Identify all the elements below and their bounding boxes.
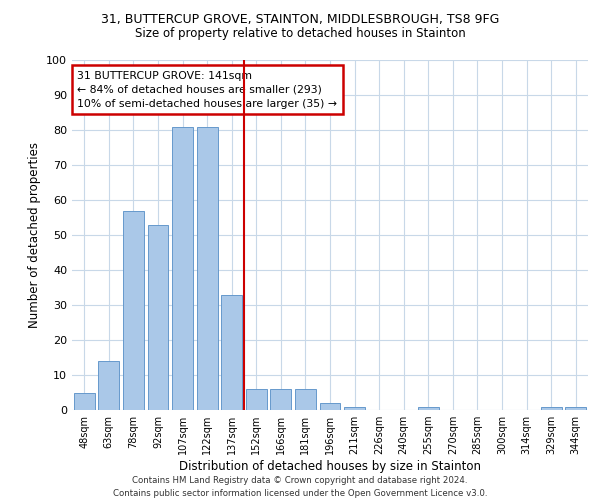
Bar	[74, 392, 95, 410]
Bar	[98, 361, 119, 410]
Bar	[221, 294, 242, 410]
Bar	[123, 210, 144, 410]
Bar	[295, 389, 316, 410]
Bar	[320, 403, 340, 410]
Y-axis label: Number of detached properties: Number of detached properties	[28, 142, 41, 328]
Text: 31, BUTTERCUP GROVE, STAINTON, MIDDLESBROUGH, TS8 9FG: 31, BUTTERCUP GROVE, STAINTON, MIDDLESBR…	[101, 12, 499, 26]
Text: Size of property relative to detached houses in Stainton: Size of property relative to detached ho…	[134, 28, 466, 40]
Bar	[344, 406, 365, 410]
Bar	[541, 406, 562, 410]
Bar	[271, 389, 292, 410]
Bar	[418, 406, 439, 410]
Text: 31 BUTTERCUP GROVE: 141sqm
← 84% of detached houses are smaller (293)
10% of sem: 31 BUTTERCUP GROVE: 141sqm ← 84% of deta…	[77, 70, 337, 108]
X-axis label: Distribution of detached houses by size in Stainton: Distribution of detached houses by size …	[179, 460, 481, 473]
Text: Contains HM Land Registry data © Crown copyright and database right 2024.
Contai: Contains HM Land Registry data © Crown c…	[113, 476, 487, 498]
Bar	[565, 406, 586, 410]
Bar	[172, 126, 193, 410]
Bar	[197, 126, 218, 410]
Bar	[246, 389, 267, 410]
Bar	[148, 224, 169, 410]
